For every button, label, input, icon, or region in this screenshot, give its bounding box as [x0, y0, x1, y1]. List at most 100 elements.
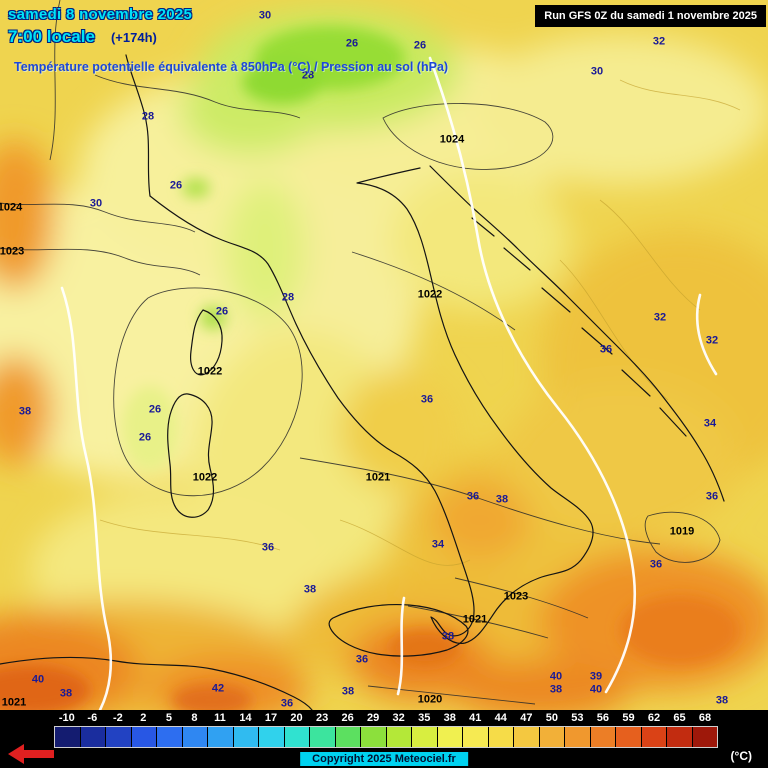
isobars: [0, 0, 721, 705]
temperature-label: 30: [89, 197, 103, 210]
temperature-label: 42: [211, 682, 225, 695]
temperature-label: 38: [18, 405, 32, 418]
temperature-label: 38: [303, 583, 317, 596]
pressure-label: 1021: [1, 696, 27, 709]
white-isolines: [60, 56, 718, 710]
pressure-label: 1022: [197, 365, 223, 378]
colorbar-cell: [335, 727, 361, 747]
temperature-label: 38: [715, 694, 729, 707]
pressure-label: 1024: [439, 133, 465, 146]
colorbar-cell: [208, 727, 234, 747]
colorbar-tick: 23: [315, 712, 329, 724]
pressure-label: 1022: [192, 471, 218, 484]
colorbar-tick: -10: [58, 712, 75, 724]
colorbar-cell: [412, 727, 438, 747]
pressure-label: 1019: [669, 525, 695, 538]
temperature-label: 38: [549, 683, 563, 696]
map-canvas[interactable]: 30 26 26 28 30 32 28 30 26 28 26 32 32 36 38 26 26 36 34 36…: [0, 0, 768, 710]
temperature-label: 28: [281, 291, 295, 304]
thetae-contours: [99, 79, 741, 566]
run-info-box: Run GFS 0Z du samedi 1 novembre 2025: [535, 5, 766, 27]
colorbar-cell: [157, 727, 183, 747]
colorbar-tick: 65: [673, 712, 686, 724]
map-labels: 30 26 26 28 30 32 28 30 26 28 26 32 32 36 38 26 26 36 34 36…: [0, 10, 729, 710]
temperature-label: 32: [653, 311, 667, 324]
temperature-label: 38: [495, 493, 509, 506]
map-subtitle: Température potentielle équivalente à 85…: [14, 60, 449, 74]
forecast-offset: (+174h): [110, 30, 157, 45]
colorbar-tick: -6: [87, 712, 98, 724]
temperature-field: [0, 10, 768, 710]
temperature-label: 26: [215, 305, 229, 318]
colorbar-cell: [463, 727, 489, 747]
colorbar-tick: 68: [698, 712, 712, 724]
colorbar-tick: 26: [341, 712, 354, 724]
temperature-label: 40: [549, 670, 563, 683]
temperature-label: 38: [341, 685, 355, 698]
temperature-label: 26: [169, 179, 183, 192]
colorbar-cell: [361, 727, 387, 747]
temperature-label: 36: [466, 490, 480, 503]
colorbar-cell: [641, 727, 667, 747]
temperature-label: 28: [301, 69, 315, 82]
temperature-label: 28: [141, 110, 155, 123]
colorbar-cell: [488, 727, 514, 747]
temperature-label: 40: [31, 673, 45, 686]
temperature-label: 34: [703, 417, 717, 430]
colorbar-cell: [386, 727, 412, 747]
colorbar-cell: [310, 727, 336, 747]
temperature-label: 26: [148, 403, 162, 416]
coastlines: [0, 54, 725, 710]
temperature-label: 26: [345, 37, 359, 50]
temperature-label: 36: [261, 541, 275, 554]
colorbar-tick: -2: [112, 712, 123, 724]
colorbar-tick: 5: [165, 712, 172, 724]
colorbar-tick: 47: [520, 712, 533, 724]
temperature-label: 36: [420, 393, 434, 406]
colorbar-tick: 14: [239, 712, 252, 724]
colorbar-cell: [131, 727, 157, 747]
colorbar-cell: [667, 727, 693, 747]
temperature-label: 26: [138, 431, 152, 444]
colorbar-tick: 32: [392, 712, 405, 724]
temperature-label: 38: [441, 630, 455, 643]
colorbar-tick: 38: [443, 712, 456, 724]
colorbar-cell: [80, 727, 106, 747]
temperature-label: 34: [431, 538, 445, 551]
colorbar-tick: 41: [469, 712, 482, 724]
colorbar-cell: [565, 727, 591, 747]
pressure-label: 1022: [417, 288, 443, 301]
nav-arrow-icon[interactable]: [8, 744, 54, 764]
temperature-label: 32: [652, 35, 666, 48]
pressure-label: 1024: [0, 201, 23, 214]
temperature-label: 39: [589, 670, 603, 683]
colorbar-cell: [106, 727, 132, 747]
footer-bar: -10 -6 -2 2 5 8 11 14 17 20 23 26 29 32 35 38 41 44 47 50 53…: [0, 710, 768, 768]
colorbar-tick: 35: [418, 712, 431, 724]
colorbar-cell: [616, 727, 642, 747]
colorbar-cell: [55, 727, 81, 747]
colorbar-tick: 29: [367, 712, 380, 724]
copyright: Copyright 2025 Meteociel.fr: [300, 752, 468, 766]
colorbar-cell: [590, 727, 616, 747]
colorbar: [54, 726, 718, 748]
colorbar-tick: 56: [596, 712, 610, 724]
temperature-label: 32: [705, 334, 719, 347]
colorbar-cell: [233, 727, 259, 747]
colorbar-cell: [692, 727, 717, 747]
colorbar-tick: 20: [290, 712, 303, 724]
pressure-label: 1020: [417, 693, 443, 706]
temperature-label: 36: [280, 697, 294, 710]
temperature-label: 36: [599, 343, 613, 356]
colorbar-cell: [182, 727, 208, 747]
temperature-label: 36: [355, 653, 369, 666]
colorbar-tick: 17: [264, 712, 278, 724]
map-time: 7:00 locale: [8, 27, 95, 46]
colorbar-tick: 62: [647, 712, 661, 724]
colorbar-cell: [259, 727, 285, 747]
colorbar-cell: [437, 727, 463, 747]
pressure-label: 1021: [462, 613, 488, 626]
colorbar-cell: [284, 727, 310, 747]
pressure-label: 1021: [365, 471, 391, 484]
